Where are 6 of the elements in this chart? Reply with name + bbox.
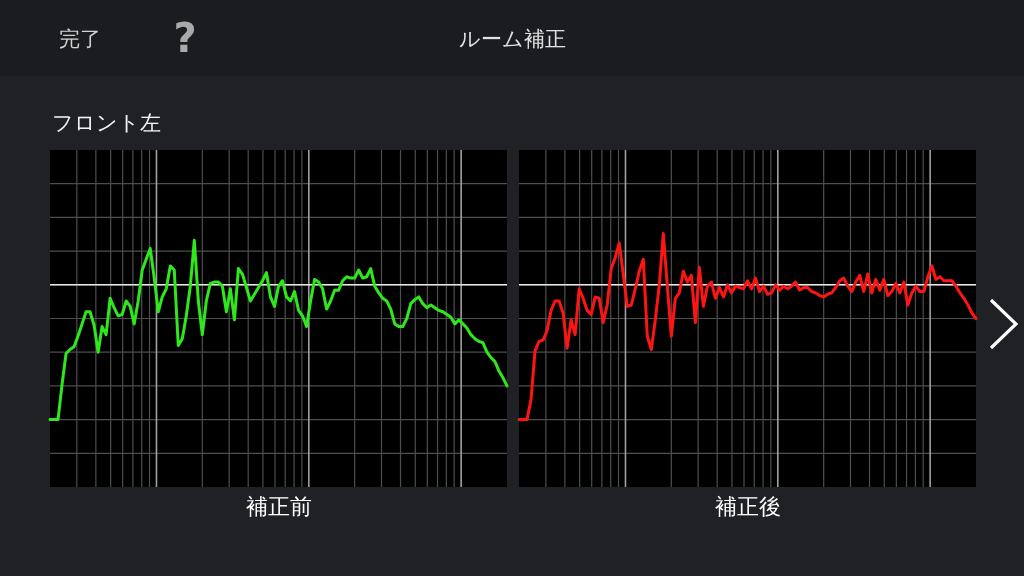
text: 完了 (59, 27, 101, 51)
chart-subtitle: フロント左 (52, 111, 161, 135)
x-axis-title: 補正後 (714, 494, 781, 519)
chart-title: ルーム補正 (458, 27, 566, 51)
x-axis-title: 補正前 (245, 494, 312, 519)
text: ? (173, 15, 197, 61)
